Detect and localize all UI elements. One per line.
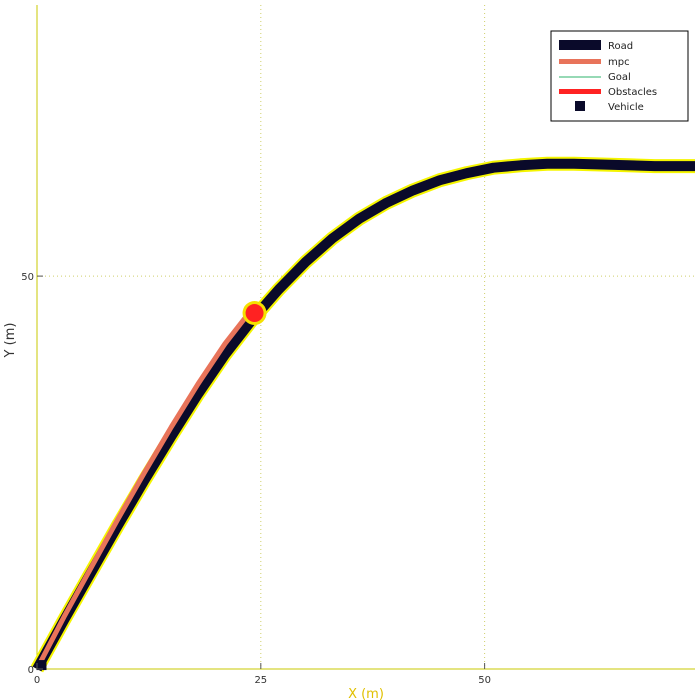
x-axis-title: X (m) xyxy=(348,687,384,700)
road-line xyxy=(32,158,695,672)
y-axis-title: Y (m) xyxy=(3,323,18,359)
grid-lines xyxy=(37,5,695,669)
series-layer xyxy=(30,156,695,673)
mpc-line xyxy=(38,309,253,665)
legend-label-vehicle: Vehicle xyxy=(608,102,644,113)
tick-labels: 0 25 50 0 50 xyxy=(21,272,491,686)
obstacle-marker xyxy=(245,304,264,323)
legend-label-obstacles: Obstacles xyxy=(608,87,657,98)
legend-swatch-vehicle xyxy=(575,101,585,111)
road-edge-line xyxy=(30,156,695,673)
y-tick-label: 50 xyxy=(21,272,34,283)
x-tick-label: 50 xyxy=(478,675,491,686)
legend: Road mpc Goal Obstacles Vehicle xyxy=(550,30,689,122)
vehicle-marker xyxy=(36,660,47,671)
legend-label-goal: Goal xyxy=(608,72,631,83)
x-tick-label: 25 xyxy=(254,675,267,686)
y-tick-label: 0 xyxy=(28,665,34,676)
legend-swatch-mpc xyxy=(559,59,601,64)
x-tick-label: 0 xyxy=(34,675,40,686)
axes xyxy=(36,5,695,670)
legend-label-road: Road xyxy=(608,41,633,52)
legend-label-mpc: mpc xyxy=(608,57,630,68)
legend-swatch-road xyxy=(559,40,601,50)
legend-swatch-obstacles xyxy=(559,89,601,94)
